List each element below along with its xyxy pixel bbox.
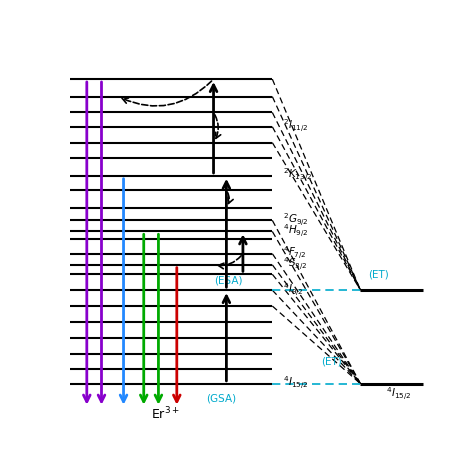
Text: $^4I_{15/2}$: $^4I_{15/2}$ (386, 385, 412, 402)
Text: $^4I_{9/2}$: $^4I_{9/2}$ (283, 281, 304, 298)
Text: $^4I_{15/2}$: $^4I_{15/2}$ (283, 374, 309, 391)
Text: $^2I_{11/2}$: $^2I_{11/2}$ (283, 117, 309, 134)
Text: Er$^{3+}$: Er$^{3+}$ (151, 406, 180, 422)
Text: $^2K_{13/2}$: $^2K_{13/2}$ (283, 166, 312, 183)
Text: $^4F_{7/2}$: $^4F_{7/2}$ (283, 244, 307, 261)
Text: (ESA): (ESA) (214, 275, 243, 285)
Text: (ET): (ET) (321, 356, 341, 366)
Text: (ET): (ET) (368, 269, 389, 279)
Text: $^4H_{9/2}$: $^4H_{9/2}$ (283, 222, 309, 239)
Text: $^2G_{9/2}$: $^2G_{9/2}$ (283, 211, 309, 228)
Text: (GSA): (GSA) (206, 393, 236, 403)
Text: $^4S_{3/2}$: $^4S_{3/2}$ (283, 255, 308, 272)
